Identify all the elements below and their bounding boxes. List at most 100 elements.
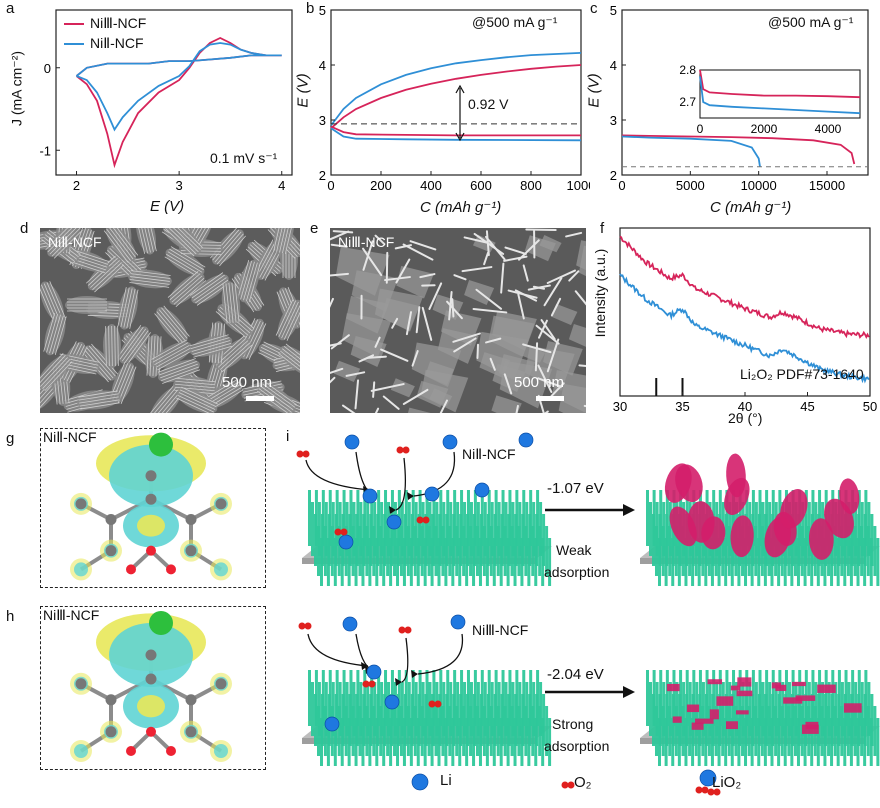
chart-b-ylabel: E (V) [294, 73, 312, 108]
b-ytick: 3 [319, 113, 326, 128]
schem-bottom-energy: -2.04 eV [547, 666, 604, 683]
xrd-ni3 [619, 235, 870, 340]
b-ytick: 4 [319, 58, 326, 73]
schem-top-ads2: adsorption [544, 564, 610, 580]
sem-d-scale: 500 nm [222, 374, 273, 391]
schem-top-energy: -1.07 eV [547, 480, 604, 497]
inset-xtick: 4000 [815, 122, 842, 136]
schem-bottom-sample: NiⅢ-NCF [472, 622, 529, 638]
schem-top-ads1: Weak [556, 542, 592, 558]
panel-a-label: a [6, 0, 15, 17]
c-ytick: 2 [610, 168, 617, 183]
b-xtick: 1000 [567, 178, 590, 193]
f-xtick: 50 [863, 399, 877, 414]
sem-e-sample: NiⅢ-NCF [338, 234, 395, 250]
legend-line-ni2 [64, 43, 84, 45]
scale-bar-e [536, 396, 564, 401]
panel-i-label: i [286, 428, 290, 445]
chart-c: 0 5000 10000 15000 2 3 4 5 0 2000 4000 2.7 2.8 [610, 3, 869, 193]
curve-b-0 [330, 64, 582, 129]
chart-a: 234-101 [39, 9, 293, 193]
chart-b-xlabel: C (mAh g⁻¹) [420, 199, 502, 216]
cd-h-sample: NiⅢ-NCF [43, 607, 100, 624]
chart-a-legend: NiⅢ-NCF NiⅡ-NCF [60, 14, 180, 54]
inset-xtick: 2000 [751, 122, 778, 136]
f-xtick: 35 [675, 399, 689, 414]
curve-b-1 [330, 52, 582, 127]
chart-f-ylabel: Intensity (a.u.) [592, 248, 608, 338]
chart-c-annotation: @500 mA g⁻¹ [768, 14, 854, 30]
panel-g-label: g [6, 430, 15, 447]
xrd-ni2 [619, 273, 870, 384]
c-xtick: 0 [618, 178, 625, 193]
inset-ytick: 2.8 [679, 63, 696, 77]
b-xtick: 600 [470, 178, 492, 193]
panel-f-label: f [600, 220, 605, 237]
c-ytick: 4 [610, 58, 617, 73]
a-xtick: 3 [176, 178, 183, 193]
scale-bar-d [246, 396, 274, 401]
sem-d-sample: NiⅡ-NCF [48, 234, 102, 250]
chart-a-annotation: 0.1 mV s⁻¹ [210, 150, 278, 166]
inset-ytick: 2.7 [679, 95, 696, 109]
chart-b-annotation: @500 mA g⁻¹ [472, 14, 558, 30]
c-xtick: 15000 [809, 178, 845, 193]
schem-bottom-ads1: Strong [552, 716, 594, 732]
legend-li: Li [440, 772, 452, 789]
b-xtick: 400 [420, 178, 442, 193]
legend-line-ni3 [64, 23, 84, 25]
charge-density-h: NiⅢ-NCF [40, 606, 266, 770]
curve-c-ni3 [621, 134, 856, 165]
schematic-i [296, 432, 880, 796]
chart-a-axes: 234-101 [39, 61, 285, 193]
inset-ni2 [699, 76, 861, 115]
panel-e-label: e [310, 220, 319, 237]
sem-image-d: NiⅡ-NCF 500 nm [40, 228, 300, 413]
b-xtick: 800 [520, 178, 542, 193]
legend-lio2: LiO₂ [712, 774, 742, 791]
panel-c-label: c [590, 0, 598, 17]
inset-xtick: 0 [697, 122, 704, 136]
schem-top-sample: NiⅡ-NCF [462, 446, 516, 462]
panel-h-label: h [6, 608, 15, 625]
f-xtick: 30 [613, 399, 627, 414]
c-xtick: 10000 [741, 178, 777, 193]
chart-c-xlabel: C (mAh g⁻¹) [710, 199, 792, 216]
curve-b-2 [330, 125, 581, 137]
a-xtick: 4 [278, 178, 285, 193]
chart-f: 30 35 40 45 50 [613, 227, 877, 414]
legend-ni3: NiⅢ-NCF [90, 15, 147, 31]
sem-e-scale: 500 nm [514, 374, 565, 391]
c-ytick: 3 [610, 113, 617, 128]
legend-ni2: NiⅡ-NCF [90, 35, 144, 51]
chart-f-xlabel: 2θ (°) [728, 410, 763, 426]
chart-a-frame [55, 9, 293, 176]
f-xtick: 40 [738, 399, 752, 414]
f-xtick: 45 [800, 399, 814, 414]
chart-c-ylabel: E (V) [585, 73, 603, 108]
sem-image-e: NiⅢ-NCF 500 nm [330, 228, 586, 413]
panel-b-label: b [306, 0, 315, 17]
chart-f-reference: Li₂O₂ PDF#73-1640 [740, 366, 864, 382]
chart-a-ylabel: J (mA cm⁻²) [8, 50, 25, 127]
chart-a-curves [75, 36, 282, 169]
b-xtick: 200 [370, 178, 392, 193]
inset-ni3 [699, 69, 861, 99]
chart-b-gap: 0.92 V [468, 96, 509, 112]
b-ytick: 5 [319, 3, 326, 18]
curve-c-ni2 [621, 135, 761, 167]
curve-a-ni3 [75, 36, 282, 169]
a-ytick: -1 [39, 143, 51, 158]
a-ytick: 0 [44, 61, 51, 76]
b-ytick: 2 [319, 168, 326, 183]
curve-b-3 [330, 127, 582, 142]
c-xtick: 5000 [676, 178, 705, 193]
chart-b: 0 200 400 600 800 1000 2 3 4 5 [319, 3, 590, 193]
schem-bottom-ads2: adsorption [544, 738, 610, 754]
legend-o2: O₂ [574, 774, 592, 791]
panel-d-label: d [20, 220, 29, 237]
charge-density-g: NiⅡ-NCF [40, 428, 266, 588]
c-ytick: 5 [610, 3, 617, 18]
chart-a-xlabel: E (V) [150, 198, 185, 215]
cd-g-sample: NiⅡ-NCF [43, 429, 97, 446]
